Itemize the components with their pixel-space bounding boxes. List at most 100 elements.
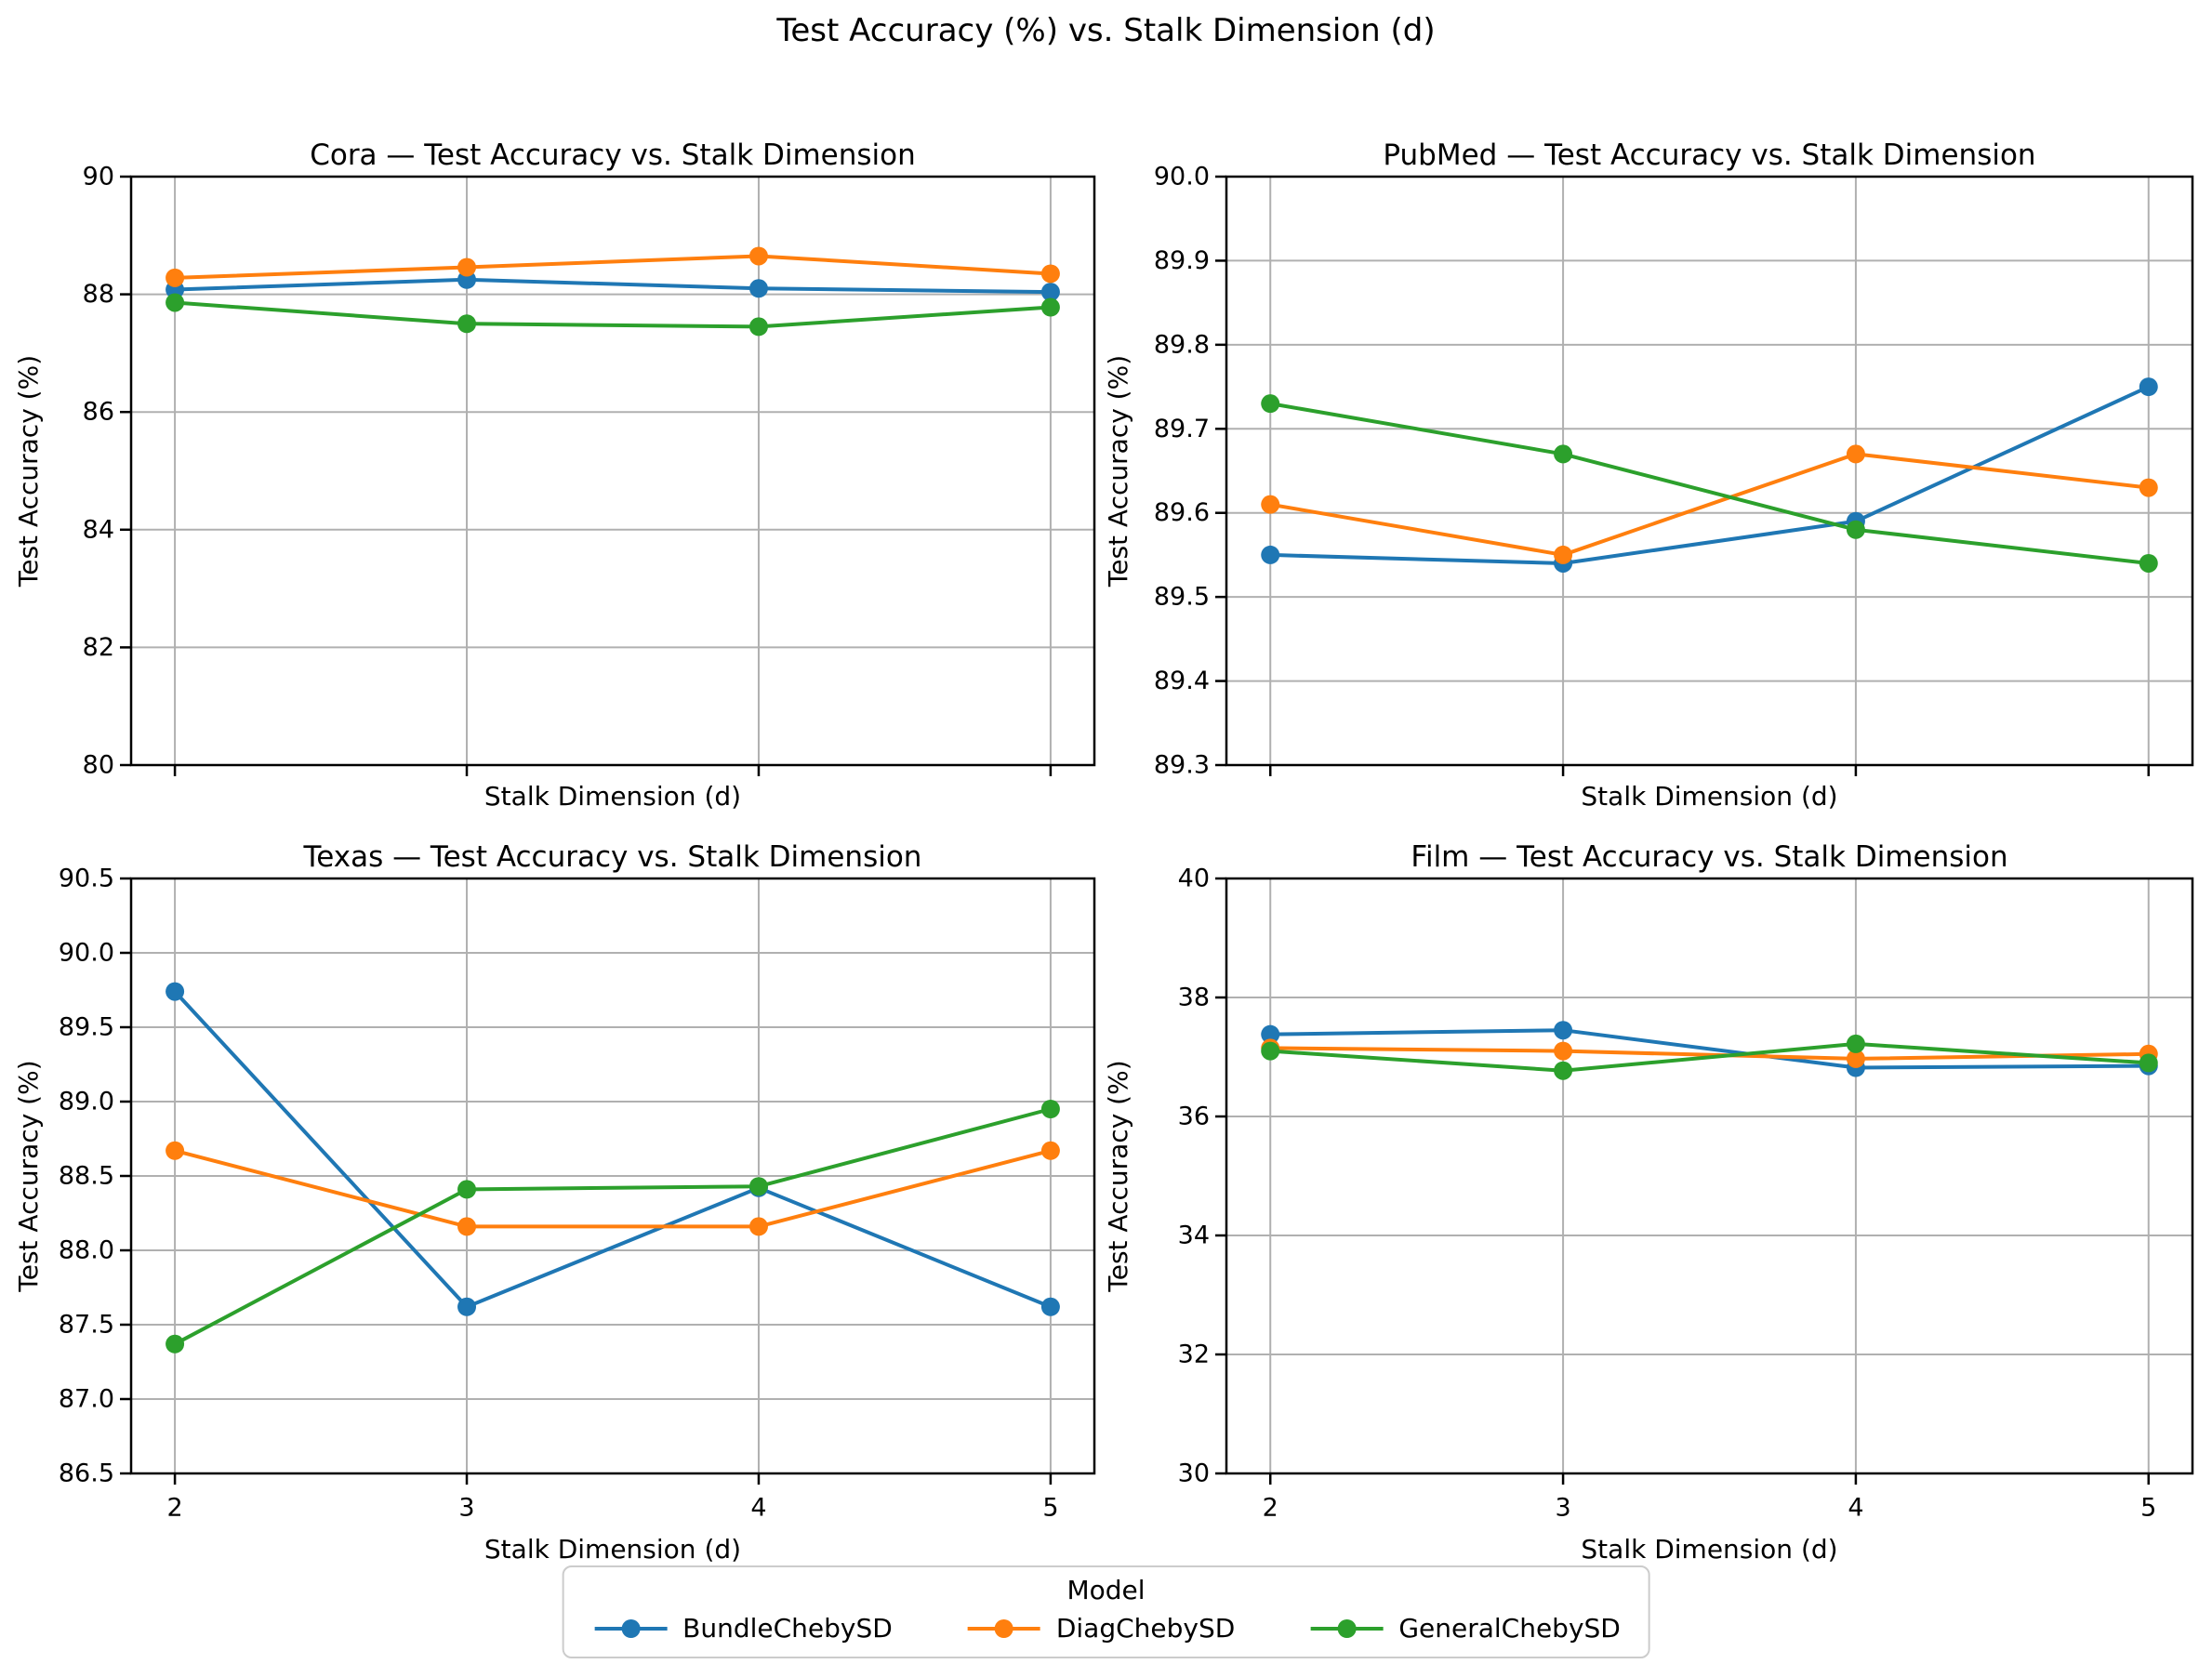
data-point	[166, 982, 185, 1001]
data-point	[1846, 444, 1865, 464]
y-tick-label: 89.7	[1154, 415, 1210, 443]
legend: Model BundleChebySD DiagChebySD GeneralChe…	[562, 1565, 1650, 1658]
data-point	[1846, 520, 1865, 539]
data-point	[748, 317, 768, 337]
x-tick-label: 3	[1555, 1494, 1570, 1523]
legend-line-marker-icon	[594, 1618, 668, 1638]
series-diagchebysd	[166, 1141, 1060, 1236]
y-tick-label: 89.0	[59, 1088, 114, 1116]
data-point	[748, 1217, 768, 1236]
y-tick-label: 89.5	[59, 1013, 114, 1042]
series-line	[1268, 452, 2151, 557]
data-point	[1554, 444, 1573, 464]
series-line	[173, 1107, 1053, 1346]
legend-entry-label: GeneralChebySD	[1398, 1613, 1621, 1644]
legend-title: Model	[1066, 1575, 1146, 1605]
data-point	[457, 1217, 477, 1236]
x-tick-label: 4	[750, 1494, 766, 1523]
x-tick-label: 5	[2140, 1494, 2156, 1523]
subplot-title: Texas — Test Accuracy vs. Stalk Dimensio…	[303, 840, 922, 874]
x-tick-label: 4	[1848, 1494, 1863, 1523]
y-tick-label: 30	[1178, 1459, 1210, 1488]
subplot-title: Cora — Test Accuracy vs. Stalk Dimension	[310, 139, 916, 172]
data-point	[1040, 1100, 1060, 1118]
series-line	[173, 1148, 1053, 1229]
data-point	[1554, 545, 1573, 564]
y-tick-label: 84	[83, 515, 114, 544]
x-axis-label: Stalk Dimension (d)	[1581, 781, 1837, 812]
data-point	[1261, 1041, 1280, 1061]
data-point	[1261, 545, 1280, 564]
data-point	[457, 314, 477, 334]
data-point	[2139, 1053, 2158, 1073]
data-point	[748, 279, 768, 298]
series-diagchebysd	[1261, 444, 2158, 564]
data-point	[1040, 1141, 1060, 1160]
y-tick-label: 89.9	[1154, 246, 1210, 275]
y-tick-label: 90.0	[59, 939, 114, 968]
legend-items: BundleChebySD DiagChebySD GeneralChebySD	[591, 1613, 1621, 1644]
y-tick-label: 90	[83, 163, 114, 191]
x-tick-label: 3	[458, 1494, 474, 1523]
data-point	[1846, 1049, 1865, 1068]
series-generalchebysd	[166, 293, 1060, 337]
series-bundlechebysd	[166, 982, 1060, 1316]
y-tick-label: 89.6	[1154, 498, 1210, 527]
data-point	[748, 1177, 768, 1196]
y-tick-label: 34	[1178, 1222, 1210, 1250]
series-generalchebysd	[1261, 394, 2158, 573]
legend-entry-label: DiagChebySD	[1055, 1613, 1236, 1644]
plot-border	[1225, 877, 2194, 1475]
data-point	[166, 1334, 185, 1354]
legend-entry-bundlechebysd: BundleChebySD	[591, 1613, 893, 1644]
y-axis-label: Test Accuracy (%)	[13, 355, 44, 588]
y-tick-label: 80	[83, 751, 114, 780]
legend-line-marker-icon	[967, 1618, 1040, 1638]
series-line	[173, 300, 1053, 329]
data-point	[1554, 1061, 1573, 1080]
y-axis-label: Test Accuracy (%)	[1103, 355, 1133, 588]
x-axis-label: Stalk Dimension (d)	[484, 1534, 741, 1565]
y-tick-label: 89.4	[1154, 667, 1210, 695]
y-tick-label: 89.5	[1154, 583, 1210, 612]
legend-entry-generalchebysd: GeneralChebySD	[1307, 1613, 1621, 1644]
subplot-cora: 80 82 84 86 88 90 Cora — Test Accuracy vs. Sta…	[13, 139, 1096, 812]
data-point	[2139, 553, 2158, 573]
data-point	[1040, 283, 1060, 302]
data-point	[1040, 1297, 1060, 1316]
x-axis-label: Stalk Dimension (d)	[484, 781, 741, 812]
legend-entry-diagchebysd: DiagChebySD	[965, 1613, 1235, 1644]
subplot-texas: 86.5 87.0 87.5 88.0 88.5 89.0 89.5 90.0 90.5 2 3 4 5…	[13, 840, 1096, 1565]
x-axis-label: Stalk Dimension (d)	[1581, 1534, 1837, 1565]
y-tick-label: 36	[1178, 1103, 1210, 1131]
data-point	[748, 246, 768, 266]
series-line	[1268, 1041, 2151, 1073]
y-tick-label: 87.5	[59, 1311, 114, 1340]
series-line	[1268, 402, 2151, 565]
plot-border	[129, 175, 1096, 767]
y-tick-label: 87.0	[59, 1385, 114, 1414]
y-tick-label: 32	[1178, 1340, 1210, 1369]
series-diagchebysd	[166, 246, 1060, 287]
data-point	[1846, 1034, 1865, 1053]
data-point	[2139, 478, 2158, 497]
y-tick-label: 90.0	[1154, 163, 1210, 191]
series-line	[1268, 1028, 2151, 1070]
y-tick-label: 86.5	[59, 1459, 114, 1488]
series-generalchebysd	[166, 1100, 1060, 1354]
legend-line-marker-icon	[1310, 1618, 1384, 1638]
y-tick-label: 89.8	[1154, 330, 1210, 359]
data-point	[1261, 495, 1280, 514]
data-point	[457, 1180, 477, 1199]
series-generalchebysd	[1261, 1034, 2158, 1080]
y-tick-label: 90.5	[59, 865, 114, 893]
series-line	[1268, 1046, 2151, 1061]
y-tick-label: 82	[83, 633, 114, 662]
x-tick-label: 2	[166, 1494, 182, 1523]
data-point	[2139, 377, 2158, 397]
subplot-title: Film — Test Accuracy vs. Stalk Dimension	[1411, 840, 2007, 874]
data-point	[166, 293, 185, 312]
figure-title: Test Accuracy (%) vs. Stalk Dimension (d…	[776, 12, 1436, 49]
